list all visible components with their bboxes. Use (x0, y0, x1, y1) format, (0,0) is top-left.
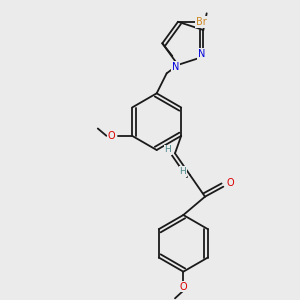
Text: O: O (179, 282, 187, 292)
Text: H: H (164, 146, 171, 154)
Text: Br: Br (196, 17, 207, 27)
Text: O: O (227, 178, 235, 188)
Text: H: H (179, 167, 186, 176)
Text: N: N (198, 49, 206, 59)
Text: O: O (107, 131, 115, 141)
Text: N: N (172, 61, 179, 72)
